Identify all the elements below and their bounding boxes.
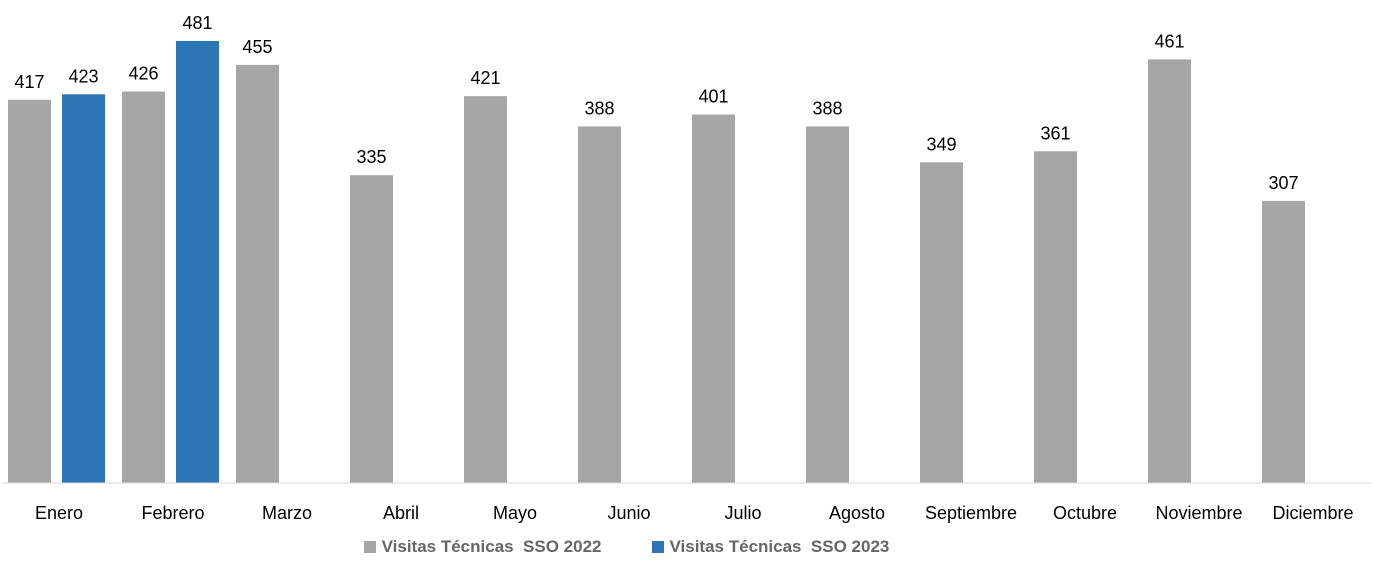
bar-febrero-series-2 bbox=[176, 41, 219, 483]
bar-noviembre-series-1 bbox=[1148, 59, 1191, 483]
bar-enero-series-2 bbox=[62, 94, 105, 483]
category-label-febrero: Febrero bbox=[141, 503, 204, 523]
bar-febrero-series-1 bbox=[122, 91, 165, 484]
bar-septiembre-series-1 bbox=[920, 162, 963, 483]
category-label-noviembre: Noviembre bbox=[1155, 503, 1242, 523]
value-label-noviembre-series-1: 461 bbox=[1154, 31, 1184, 51]
value-label-septiembre-series-1: 349 bbox=[926, 134, 956, 154]
bar-agosto-series-1 bbox=[806, 126, 849, 483]
category-label-septiembre: Septiembre bbox=[925, 503, 1017, 523]
legend-item-2023: Visitas Técnicas SSO 2023 bbox=[651, 537, 890, 557]
bar-junio-series-1 bbox=[578, 126, 621, 483]
category-label-julio: Julio bbox=[724, 503, 761, 523]
value-label-octubre-series-1: 361 bbox=[1040, 123, 1070, 143]
value-label-junio-series-1: 388 bbox=[584, 98, 614, 118]
bar-diciembre-series-1 bbox=[1262, 200, 1305, 483]
legend-item-2022: Visitas Técnicas SSO 2022 bbox=[363, 537, 602, 557]
bar-abril-series-1 bbox=[350, 175, 393, 483]
value-label-febrero-series-1: 426 bbox=[128, 64, 158, 84]
legend-label-2023: Visitas Técnicas SSO 2023 bbox=[669, 537, 890, 556]
value-label-julio-series-1: 401 bbox=[698, 87, 728, 107]
legend-swatch-2022 bbox=[363, 541, 376, 553]
value-label-agosto-series-1: 388 bbox=[812, 98, 842, 118]
bars-group bbox=[8, 41, 1305, 484]
legend-label-2022: Visitas Técnicas SSO 2022 bbox=[381, 537, 602, 556]
legend-swatch-2023 bbox=[651, 541, 664, 553]
category-labels-group: Enero Febrero Marzo Abril Mayo Junio Julio Agos… bbox=[35, 503, 1354, 523]
bar-chart: 417 423 426 481 455 335 421 388 401 388 349 361 461 3… bbox=[2, 13, 1371, 523]
value-labels-group: 417 423 426 481 455 335 421 388 401 388 349 361 461 3… bbox=[14, 13, 1298, 193]
value-label-abril-series-1: 335 bbox=[356, 147, 386, 167]
category-label-agosto: Agosto bbox=[829, 503, 885, 523]
value-label-marzo-series-1: 455 bbox=[242, 37, 272, 57]
legend: Visitas Técnicas SSO 2022 Visitas Técnic… bbox=[0, 537, 1313, 557]
bar-marzo-series-1 bbox=[236, 64, 279, 483]
value-label-enero-series-1: 417 bbox=[14, 72, 44, 92]
bar-octubre-series-1 bbox=[1034, 151, 1077, 483]
value-label-mayo-series-1: 421 bbox=[470, 68, 500, 88]
value-label-diciembre-series-1: 307 bbox=[1268, 173, 1298, 193]
category-label-mayo: Mayo bbox=[493, 503, 537, 523]
value-label-enero-series-2: 423 bbox=[68, 66, 98, 86]
category-label-abril: Abril bbox=[383, 503, 419, 523]
bar-julio-series-1 bbox=[692, 114, 735, 483]
category-label-diciembre: Diciembre bbox=[1272, 503, 1353, 523]
category-label-octubre: Octubre bbox=[1053, 503, 1117, 523]
category-label-enero: Enero bbox=[35, 503, 83, 523]
bar-mayo-series-1 bbox=[464, 96, 507, 483]
category-label-marzo: Marzo bbox=[262, 503, 312, 523]
category-label-junio: Junio bbox=[607, 503, 650, 523]
bar-enero-series-1 bbox=[8, 99, 51, 483]
value-label-febrero-series-2: 481 bbox=[182, 13, 212, 33]
